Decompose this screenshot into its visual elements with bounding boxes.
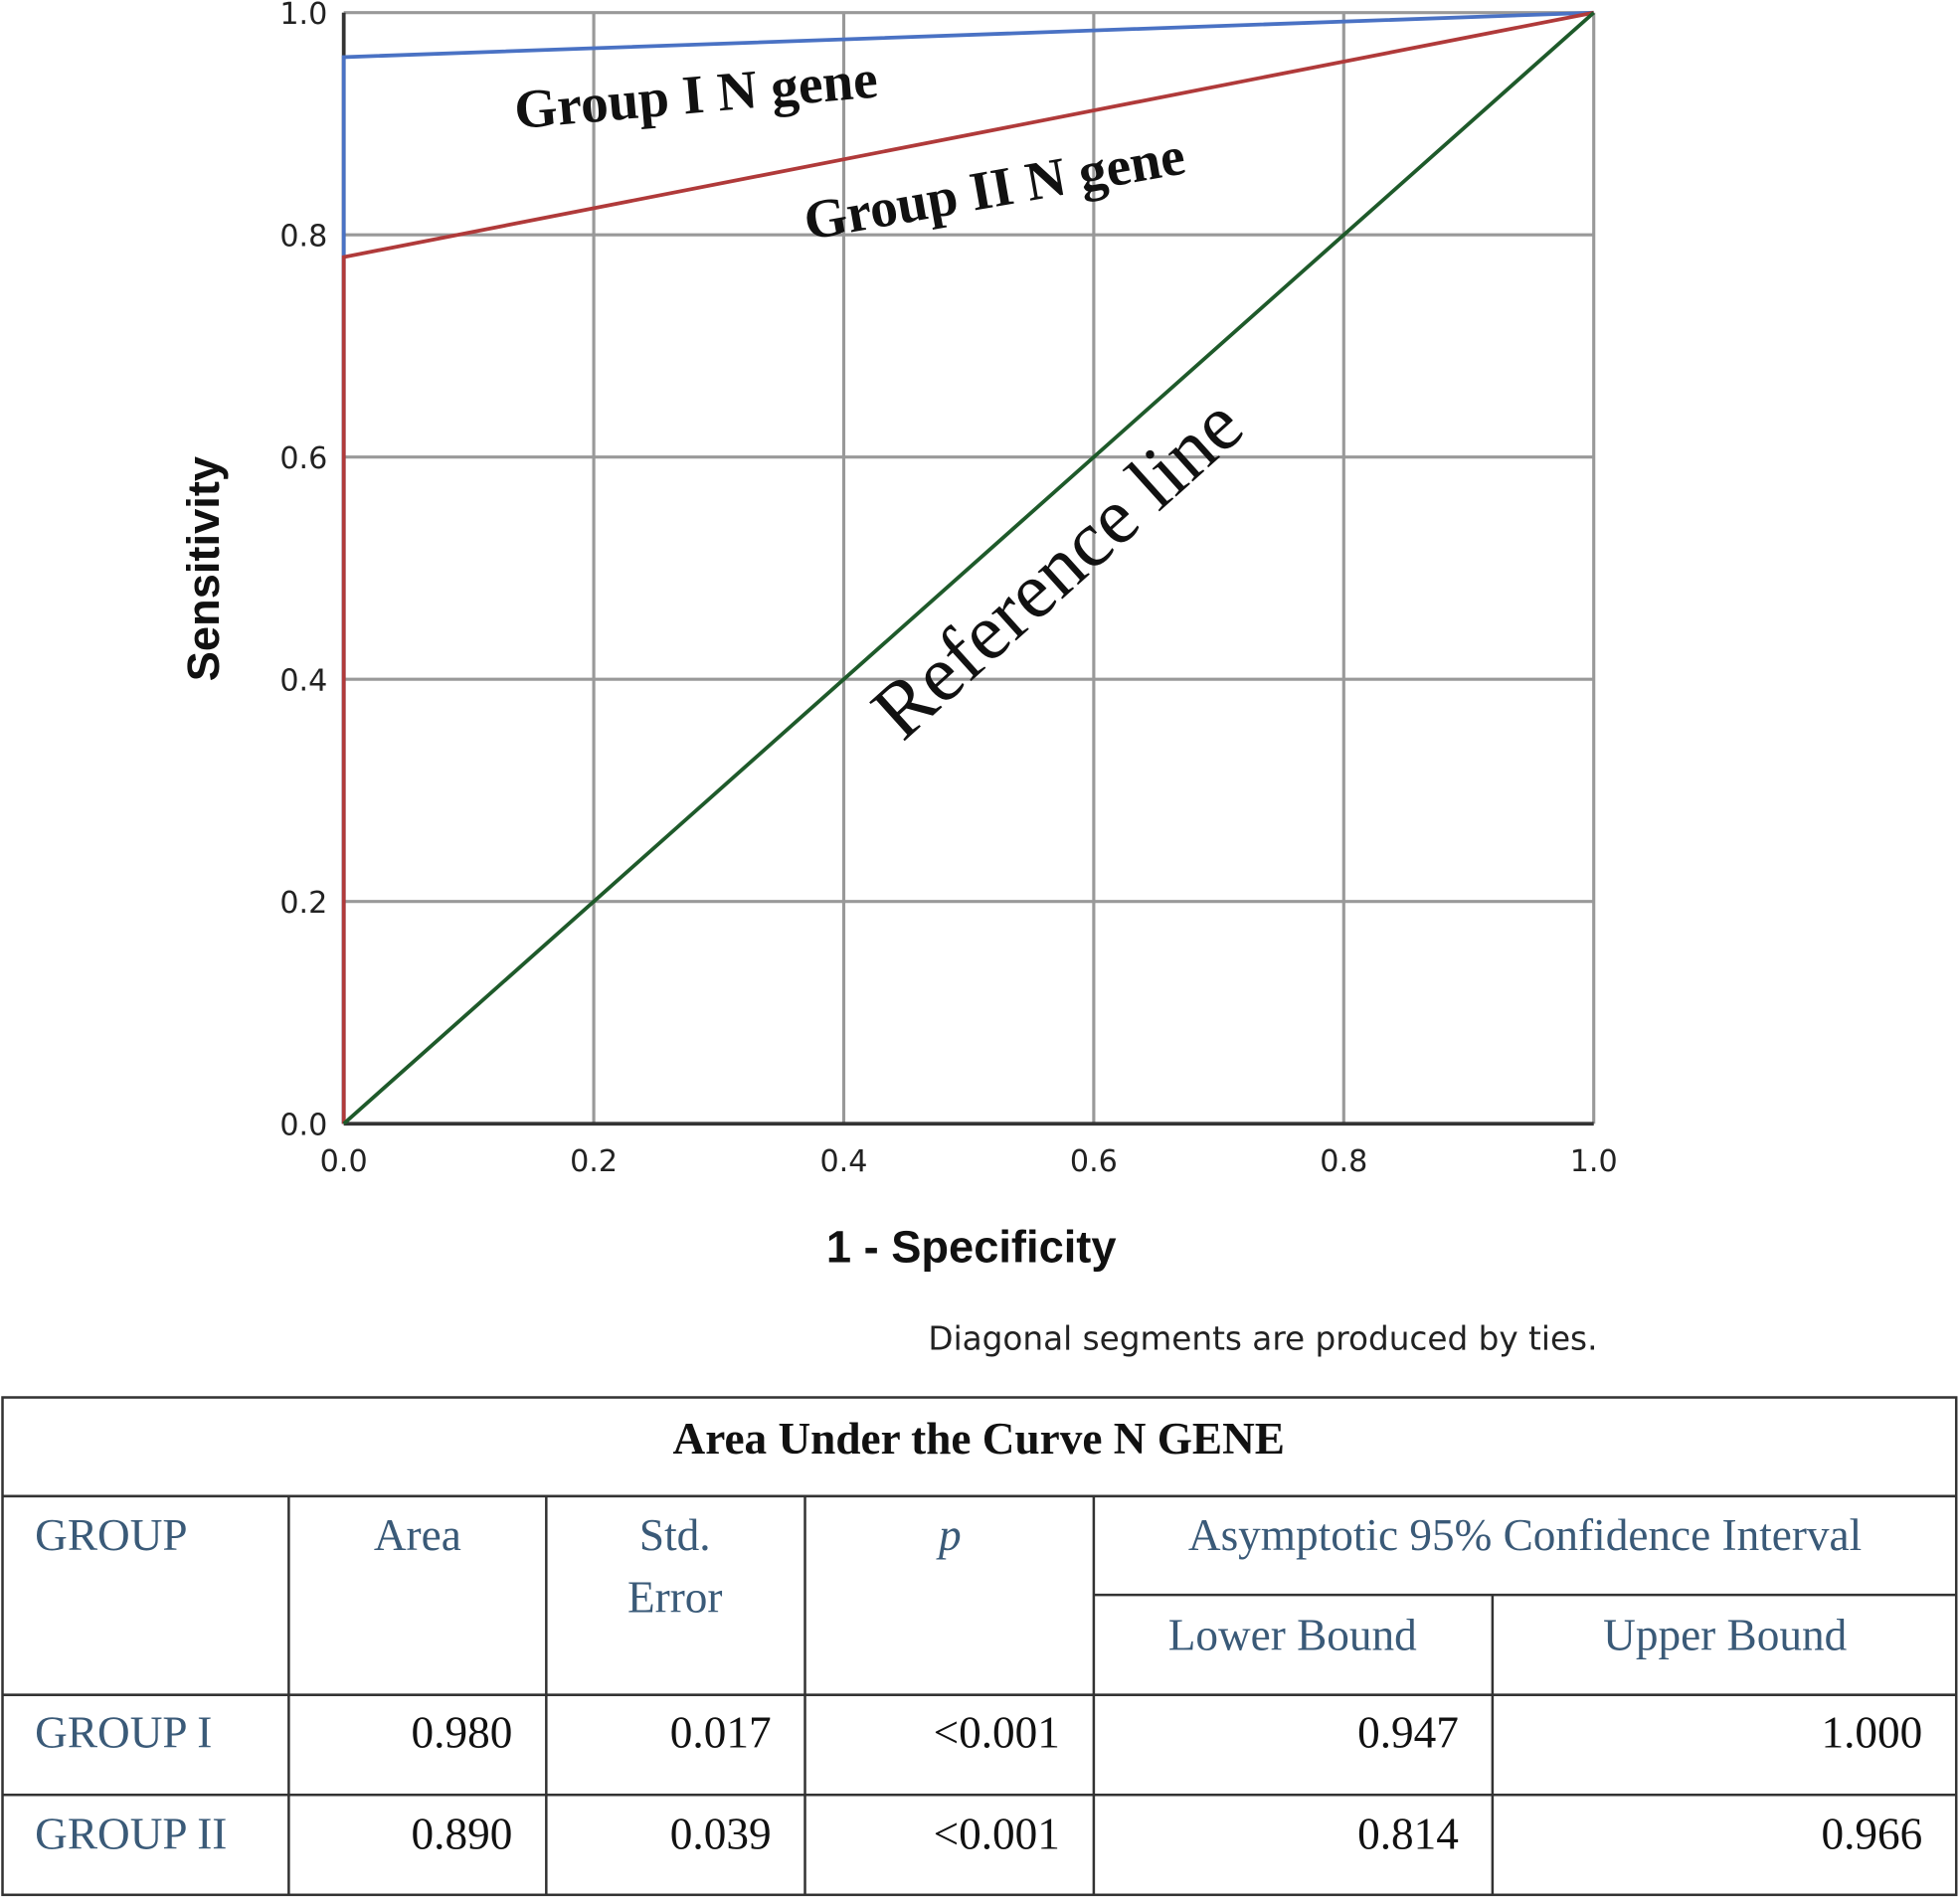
- table-header: p: [936, 1510, 962, 1560]
- y-tick-label: 0.2: [279, 886, 327, 921]
- x-tick-label: 0.8: [1320, 1144, 1367, 1179]
- table-frame: [1, 1396, 1958, 1897]
- table-header: Area: [374, 1510, 461, 1560]
- x-tick-label: 1.0: [1570, 1144, 1618, 1179]
- table-title: Area Under the Curve N GENE: [673, 1414, 1285, 1464]
- table-row-label: GROUP I: [35, 1707, 212, 1757]
- x-tick-label: 0.4: [820, 1144, 868, 1179]
- table-header: Std.: [639, 1510, 711, 1560]
- table-header: GROUP: [35, 1510, 187, 1560]
- y-tick-label: 1.0: [279, 0, 327, 32]
- x-tick-label: 0.0: [320, 1144, 368, 1179]
- series-label: Reference line: [855, 380, 1259, 756]
- table-cell: 0.966: [1821, 1809, 1922, 1858]
- roc-line: [341, 10, 1595, 1124]
- y-axis-label: Sensitivity: [178, 456, 229, 681]
- table-cell: 0.890: [412, 1809, 513, 1858]
- y-tick-label: 0.0: [279, 1109, 327, 1143]
- y-tick-label: 0.6: [279, 441, 327, 476]
- table-cell: 0.039: [670, 1809, 772, 1858]
- table-cell: <0.001: [934, 1809, 1060, 1858]
- table-subheader: Upper Bound: [1603, 1610, 1847, 1659]
- table-cell: <0.001: [934, 1707, 1060, 1757]
- roc-line: [342, 11, 1595, 1125]
- y-tick-label: 0.4: [279, 664, 327, 699]
- table-subheader: Lower Bound: [1168, 1610, 1417, 1659]
- table-cell: 0.814: [1357, 1809, 1459, 1858]
- table-cell: 0.947: [1357, 1707, 1459, 1757]
- table-cell: 1.000: [1821, 1707, 1922, 1757]
- y-tick-label: 0.8: [279, 220, 327, 255]
- table-row-label: GROUP II: [35, 1809, 227, 1858]
- table-header: Asymptotic 95% Confidence Interval: [1188, 1510, 1862, 1560]
- x-tick-label: 0.6: [1070, 1144, 1118, 1179]
- x-axis-label: 1 - Specificity: [826, 1222, 1117, 1273]
- x-tick-label: 0.2: [570, 1144, 618, 1179]
- table-cell: 0.980: [412, 1707, 513, 1757]
- table-header: Error: [627, 1573, 722, 1623]
- series-label: Group I N gene: [512, 49, 880, 141]
- footnote: Diagonal segments are produced by ties.: [928, 1320, 1597, 1358]
- series-label: Group II N gene: [800, 125, 1189, 252]
- table-cell: 0.017: [670, 1707, 772, 1757]
